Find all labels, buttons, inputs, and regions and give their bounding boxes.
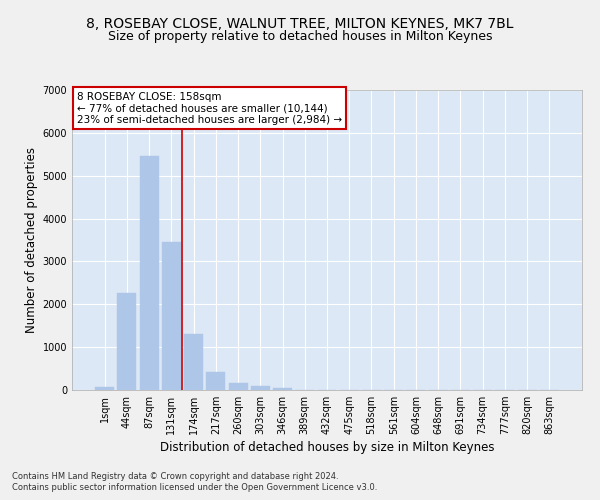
Bar bbox=[162, 242, 181, 390]
Y-axis label: Number of detached properties: Number of detached properties bbox=[25, 147, 38, 333]
Bar bbox=[118, 292, 136, 390]
Text: 8 ROSEBAY CLOSE: 158sqm
← 77% of detached houses are smaller (10,144)
23% of sem: 8 ROSEBAY CLOSE: 158sqm ← 77% of detache… bbox=[77, 92, 342, 124]
Bar bbox=[229, 383, 248, 390]
Bar bbox=[95, 387, 114, 390]
Text: Contains public sector information licensed under the Open Government Licence v3: Contains public sector information licen… bbox=[12, 484, 377, 492]
Bar bbox=[184, 334, 203, 390]
Bar bbox=[251, 386, 270, 390]
Text: Size of property relative to detached houses in Milton Keynes: Size of property relative to detached ho… bbox=[108, 30, 492, 43]
Bar bbox=[206, 372, 225, 390]
Text: Contains HM Land Registry data © Crown copyright and database right 2024.: Contains HM Land Registry data © Crown c… bbox=[12, 472, 338, 481]
Bar bbox=[140, 156, 158, 390]
X-axis label: Distribution of detached houses by size in Milton Keynes: Distribution of detached houses by size … bbox=[160, 442, 494, 454]
Text: 8, ROSEBAY CLOSE, WALNUT TREE, MILTON KEYNES, MK7 7BL: 8, ROSEBAY CLOSE, WALNUT TREE, MILTON KE… bbox=[86, 18, 514, 32]
Bar bbox=[273, 388, 292, 390]
